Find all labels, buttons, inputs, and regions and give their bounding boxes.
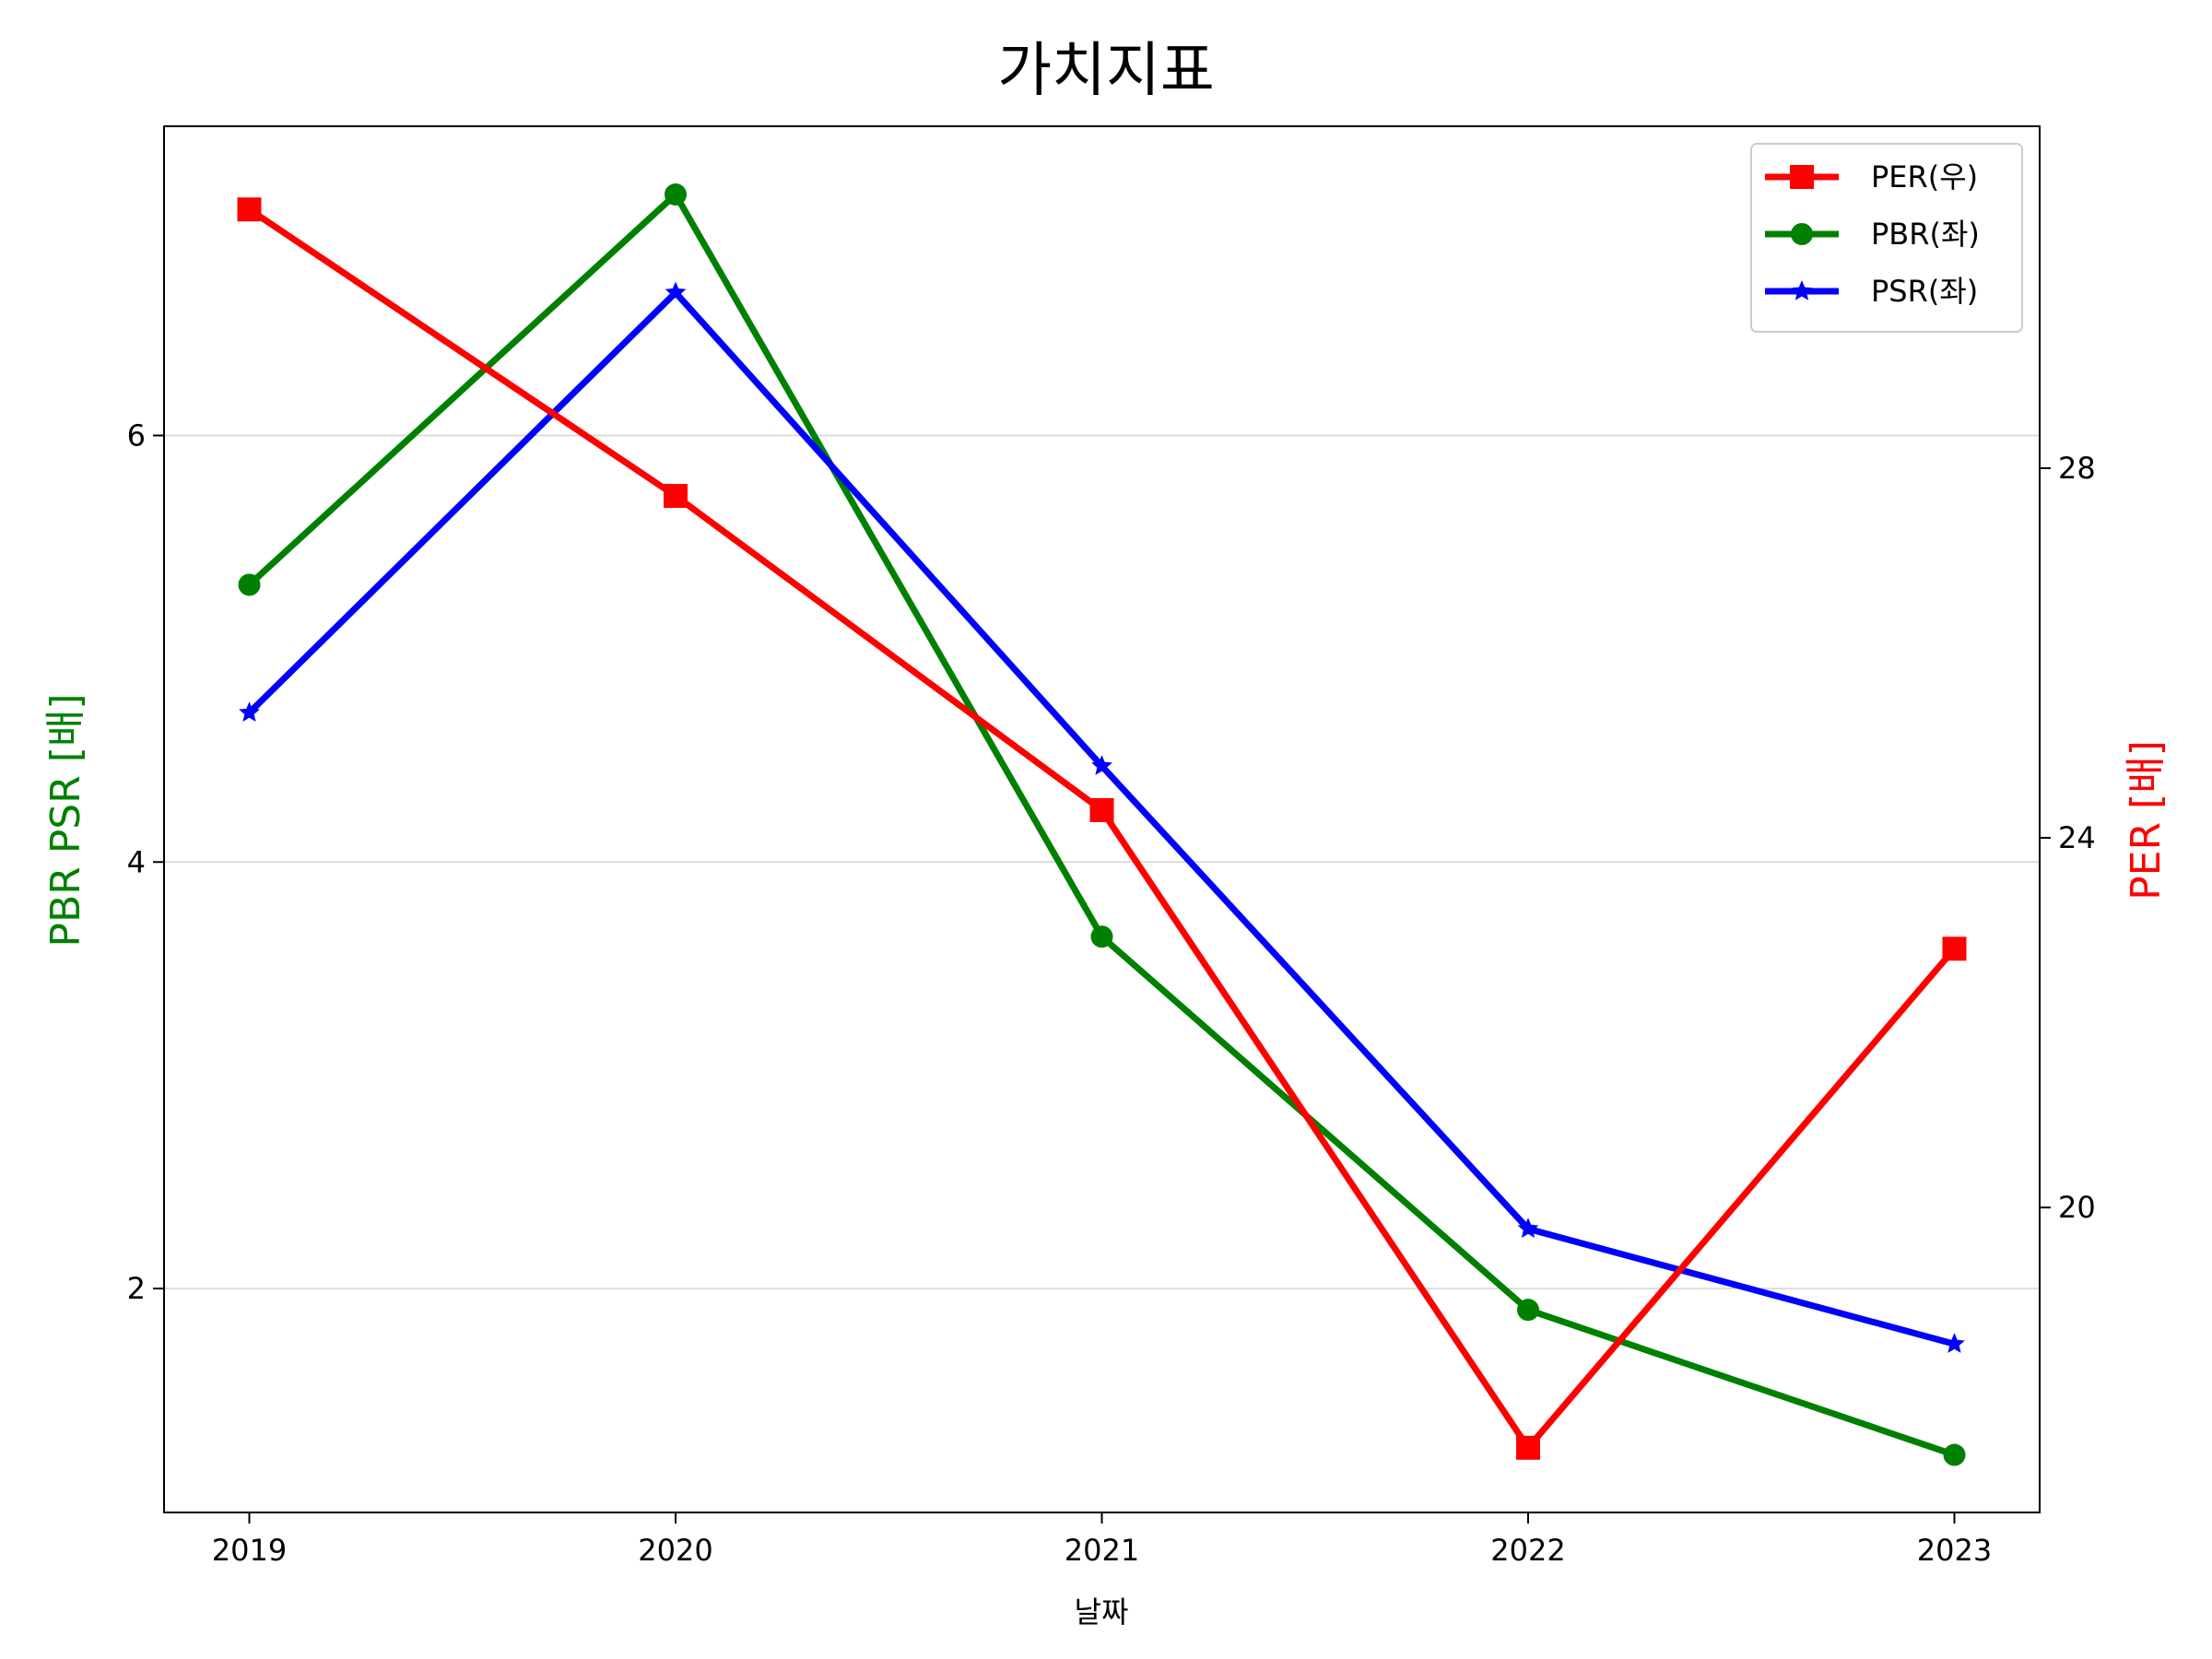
- legend-marker-per: [1790, 165, 1814, 189]
- x-axis: 2019 2020 2021 2022 2023: [212, 1512, 1992, 1568]
- point-pbr-2023: [1943, 1443, 1966, 1466]
- right-y-tick-label-28: 28: [2058, 451, 2096, 486]
- x-tick-label-2020: 2020: [638, 1533, 712, 1568]
- series-line-per: [247, 206, 1958, 1452]
- point-psr-2023: [1944, 1333, 1965, 1353]
- point-per-2021: [1089, 797, 1114, 822]
- left-y-axis-label: PBR PSR [배]: [42, 693, 89, 947]
- chart-title: 가치지표: [997, 37, 1215, 105]
- legend-label-psr: PSR(좌): [1871, 274, 1978, 309]
- point-pbr-2020: [665, 183, 687, 206]
- left-y-tick-label-6: 6: [127, 418, 146, 453]
- legend-label-pbr: PBR(좌): [1871, 217, 1980, 252]
- right-y-tick-label-24: 24: [2058, 820, 2096, 855]
- right-y-tick-label-20: 20: [2058, 1190, 2096, 1225]
- x-tick-label-2022: 2022: [1490, 1533, 1565, 1568]
- legend-marker-pbr: [1791, 223, 1813, 245]
- point-per-2019: [237, 197, 262, 222]
- point-pbr-2021: [1090, 925, 1113, 948]
- point-per-2023: [1942, 936, 1967, 961]
- point-per-2020: [664, 484, 688, 509]
- point-psr-2020: [665, 281, 687, 302]
- left-y-axis: 2 4 6: [127, 418, 164, 1306]
- x-tick-label-2021: 2021: [1065, 1533, 1139, 1568]
- series-pbr: [238, 183, 1966, 1466]
- x-tick-label-2019: 2019: [212, 1533, 287, 1568]
- point-psr-2019: [239, 701, 260, 722]
- legend-item-per: PER(우): [1765, 159, 1978, 194]
- x-axis-label: 날짜: [1075, 1594, 1129, 1630]
- series-psr: [239, 281, 1965, 1353]
- legend-label-per: PER(우): [1871, 159, 1978, 194]
- point-psr-2022: [1517, 1218, 1539, 1238]
- legend-item-pbr: PBR(좌): [1765, 217, 1980, 252]
- series-layer: [237, 183, 1967, 1466]
- point-psr-2021: [1091, 755, 1112, 775]
- left-y-tick-label-4: 4: [127, 844, 146, 879]
- x-tick-label-2023: 2023: [1917, 1533, 1992, 1568]
- grid-lines: [164, 434, 2040, 1289]
- point-pbr-2019: [238, 573, 261, 596]
- legend-frame: [1750, 143, 2023, 333]
- point-pbr-2022: [1517, 1299, 1539, 1322]
- series-per: [237, 197, 1967, 1460]
- right-y-axis: 20 24 28: [2040, 451, 2096, 1225]
- point-per-2022: [1516, 1435, 1540, 1460]
- right-y-axis-label: PER [배]: [2123, 740, 2170, 900]
- left-y-tick-label-2: 2: [127, 1271, 146, 1306]
- legend-item-psr: PSR(좌): [1765, 274, 1978, 309]
- legend: PER(우) PBR(좌) PSR(좌): [1750, 143, 2023, 333]
- legend-marker-psr: [1791, 280, 1813, 300]
